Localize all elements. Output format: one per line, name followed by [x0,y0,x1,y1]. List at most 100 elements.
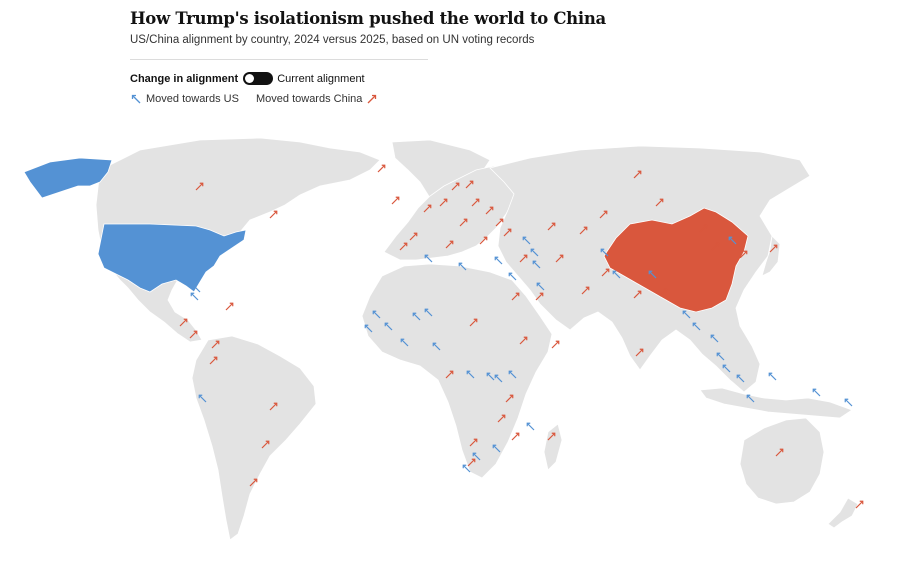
arrow-towards-us[interactable] [692,322,701,331]
arrow-towards-china[interactable] [497,414,506,423]
arrow-towards-us[interactable] [190,292,199,301]
arrow-towards-china[interactable] [479,236,488,245]
arrow-towards-us[interactable] [746,394,755,403]
arrow-towards-china[interactable] [855,500,864,509]
arrow-towards-us[interactable] [198,394,207,403]
arrow-towards-china[interactable] [555,254,564,263]
toggle-label-current[interactable]: Current alignment [277,72,365,85]
arrow-towards-china[interactable] [551,340,560,349]
arrow-towards-china[interactable] [189,330,198,339]
arrow-towards-china[interactable] [511,292,520,301]
arrow-towards-us[interactable] [432,342,441,351]
arrow-towards-china[interactable] [739,250,748,259]
arrow-towards-us[interactable] [494,374,503,383]
arrow-towards-us[interactable] [648,270,657,279]
arrow-towards-china[interactable] [225,302,234,311]
land-madagascar[interactable] [543,423,563,471]
arrow-towards-china[interactable] [471,198,480,207]
toggle-label-change[interactable]: Change in alignment [130,72,239,85]
arrow-towards-us[interactable] [472,452,481,461]
arrow-towards-china[interactable] [423,204,432,213]
arrow-towards-us[interactable] [458,262,467,271]
arrow-towards-us[interactable] [508,370,517,379]
arrow-towards-us[interactable] [736,374,745,383]
arrow-towards-china[interactable] [445,240,454,249]
arrow-towards-china[interactable] [505,394,514,403]
land-africa[interactable] [361,263,553,479]
arrow-towards-us[interactable] [844,398,853,407]
arrow-towards-china[interactable] [469,438,478,447]
arrow-towards-china[interactable] [269,210,278,219]
arrow-towards-china[interactable] [439,198,448,207]
arrow-towards-us[interactable] [466,370,475,379]
arrow-towards-china[interactable] [459,218,468,227]
arrow-towards-china[interactable] [655,198,664,207]
arrow-towards-us[interactable] [424,254,433,263]
arrow-towards-us[interactable] [400,338,409,347]
arrow-towards-china[interactable] [535,292,544,301]
arrow-towards-us[interactable] [768,372,777,381]
arrow-towards-china[interactable] [699,224,708,233]
arrow-towards-us[interactable] [728,236,737,245]
arrow-towards-china[interactable] [711,242,720,251]
arrow-towards-china[interactable] [547,432,556,441]
arrow-towards-us[interactable] [716,352,725,361]
arrow-towards-us[interactable] [682,310,691,319]
arrow-towards-us[interactable] [424,308,433,317]
arrow-towards-us[interactable] [812,388,821,397]
arrow-towards-china[interactable] [377,164,386,173]
arrow-towards-china[interactable] [485,206,494,215]
arrow-towards-china[interactable] [195,182,204,191]
arrow-towards-china[interactable] [601,268,610,277]
arrow-towards-china[interactable] [635,348,644,357]
arrow-towards-china[interactable] [659,288,668,297]
arrow-towards-china[interactable] [503,228,512,237]
arrow-towards-us[interactable] [494,256,503,265]
land-new-zealand[interactable] [827,497,859,529]
arrow-towards-china[interactable] [179,318,188,327]
arrow-towards-china[interactable] [581,286,590,295]
arrow-towards-us[interactable] [192,284,201,293]
country-alaska[interactable] [23,157,113,199]
arrow-towards-china[interactable] [469,318,478,327]
arrow-towards-china[interactable] [409,232,418,241]
arrow-towards-china[interactable] [445,370,454,379]
arrow-towards-china[interactable] [465,180,474,189]
arrow-towards-us[interactable] [530,248,539,257]
arrow-towards-china[interactable] [269,402,278,411]
arrow-towards-china[interactable] [261,440,270,449]
arrow-towards-us[interactable] [532,260,541,269]
arrow-towards-china[interactable] [511,432,520,441]
arrow-towards-us[interactable] [710,334,719,343]
arrow-towards-us[interactable] [722,364,731,373]
arrow-towards-us[interactable] [364,324,373,333]
arrow-towards-us[interactable] [508,272,517,281]
arrow-towards-us[interactable] [612,270,621,279]
land-indonesia[interactable] [699,387,853,419]
arrow-towards-china[interactable] [599,210,608,219]
arrow-towards-china[interactable] [467,458,476,467]
arrow-towards-china[interactable] [399,242,408,251]
alignment-toggle-switch[interactable] [243,72,274,85]
land-australia[interactable] [739,417,825,505]
arrow-towards-china[interactable] [209,356,218,365]
arrow-towards-us[interactable] [372,310,381,319]
arrow-towards-china[interactable] [633,170,642,179]
arrow-towards-us[interactable] [462,464,471,473]
arrow-towards-china[interactable] [495,218,504,227]
arrow-towards-us[interactable] [600,248,609,257]
arrow-towards-china[interactable] [547,222,556,231]
arrow-towards-us[interactable] [486,372,495,381]
arrow-towards-china[interactable] [775,448,784,457]
arrow-towards-china[interactable] [211,340,220,349]
arrow-towards-us[interactable] [526,422,535,431]
arrow-towards-china[interactable] [249,478,258,487]
arrow-towards-china[interactable] [391,196,400,205]
land-south-america[interactable] [191,335,317,541]
arrow-towards-china[interactable] [633,290,642,299]
arrow-towards-us[interactable] [522,236,531,245]
arrow-towards-china[interactable] [769,244,778,253]
country-usa[interactable] [97,223,247,293]
arrow-towards-us[interactable] [384,322,393,331]
arrow-towards-china[interactable] [519,254,528,263]
